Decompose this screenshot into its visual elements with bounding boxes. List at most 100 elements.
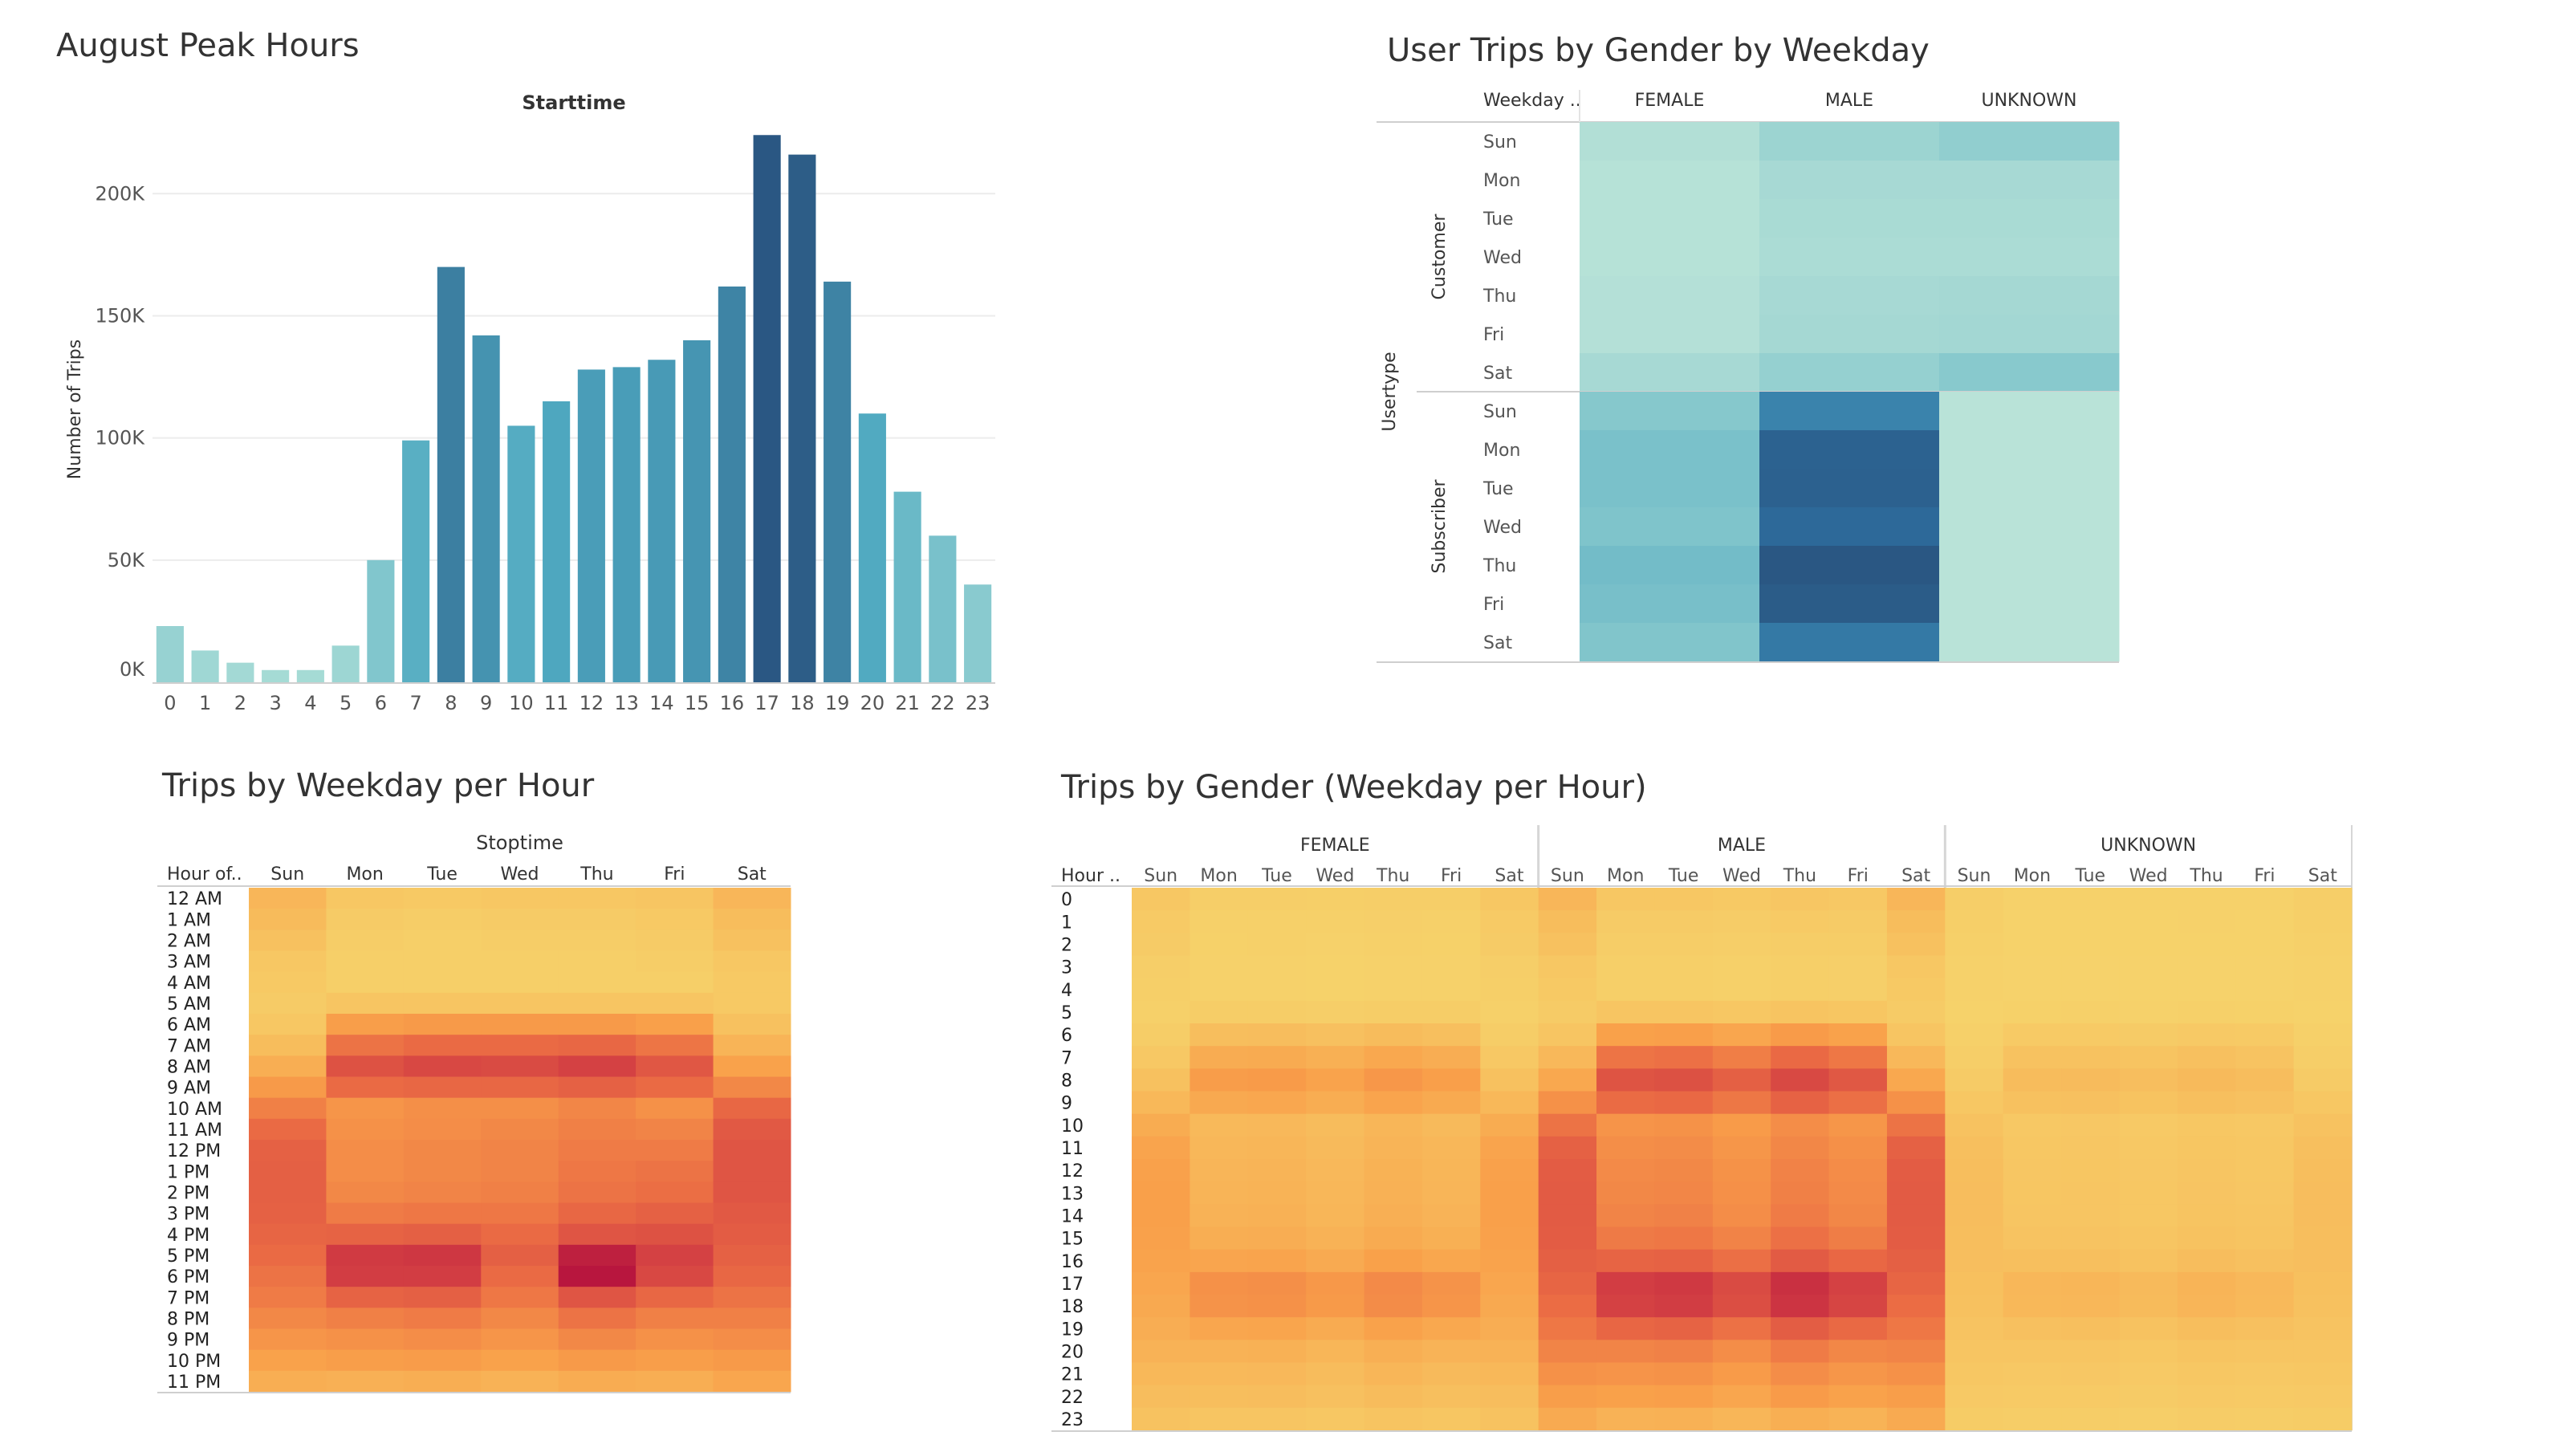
heatmap-cell [2003,1249,2062,1273]
row-label: Wed [1483,248,1522,268]
heatmap-cell [2003,1340,2062,1363]
heatmap-cell [1828,1204,1888,1227]
heatmap-cell [1654,1249,1714,1273]
day-header: Wed [2129,866,2168,886]
heatmap-cell [2061,933,2120,956]
heatmap-cell [2061,910,2120,933]
heatmap-cell [1580,430,1760,470]
heatmap-cell [2061,1181,2120,1205]
heatmap-cell [636,909,714,930]
heatmap-cell [1939,392,2120,431]
bar [367,559,395,682]
heatmap-cell [1247,1136,1307,1160]
heatmap-cell [1759,623,1940,662]
heatmap-cell [1771,1113,1830,1137]
heatmap-cell [1580,122,1760,161]
heatmap-cell [1247,1091,1307,1115]
heatmap-cell [2003,1226,2062,1251]
heatmap-cell [1945,1385,2004,1409]
heatmap-cell [2293,1181,2353,1205]
heatmap-cell [403,1287,482,1308]
row-label: 9 [1061,1094,1072,1114]
heatmap-cell [1771,955,1830,979]
heatmap-cell [2119,888,2178,911]
heatmap-cell [1132,1023,1190,1047]
heatmap-cell [1759,122,1940,161]
heatmap-cell [1364,1113,1423,1137]
heatmap-cell [1480,1226,1539,1251]
row-label: 21 [1061,1365,1084,1385]
heatmap-cell [1480,1385,1539,1409]
heatmap-cell [403,1118,482,1141]
heatmap-cell [1421,1362,1481,1386]
heatmap-cell [1132,1113,1190,1137]
heatmap-cell [2003,1000,2062,1024]
heatmap-cell [1306,1340,1365,1363]
heatmap-cell [1886,1046,1946,1069]
heatmap-cell [481,1349,559,1372]
heatmap-cell [636,1370,714,1393]
heatmap-cell [1580,392,1760,431]
heatmap-cell [1190,978,1249,1002]
group-header: UNKNOWN [2101,836,2196,856]
heatmap-cell [2235,1000,2295,1024]
heatmap-cell [2177,1295,2236,1318]
heatmap-cell [326,1349,405,1372]
heatmap-cell [1538,1407,1597,1431]
heatmap-cell [481,992,559,1015]
heatmap-cell [2235,955,2295,979]
heatmap-cell [1712,1136,1771,1160]
heatmap-cell [1538,1295,1597,1318]
heatmap-cell [1247,955,1307,979]
heatmap-cell [2235,1181,2295,1205]
heatmap-cell [1421,1385,1481,1409]
heatmap-cell [1364,1023,1423,1047]
heatmap-cell [2235,1023,2295,1047]
heatmap-cell [2235,1295,2295,1318]
heatmap-cell [1480,1204,1539,1227]
heatmap-cell [326,1223,405,1246]
weekday-hour-panel: Trips by Weekday per Hour Stoptime Hour o… [0,746,883,1456]
heatmap-cell [1886,1249,1946,1273]
heatmap-cell [2177,1091,2236,1115]
heatmap-cell [1364,933,1423,956]
heatmap-cell [1190,955,1249,979]
heatmap-cell [1190,1000,1249,1024]
heatmap-cell [1828,1181,1888,1205]
heatmap-cell [1771,1046,1830,1069]
heatmap-cell [2235,1204,2295,1227]
heatmap-cell [1580,276,1760,315]
row-group-label: Customer [1430,214,1450,300]
row-label: Thu [1482,287,1516,307]
heatmap-cell [249,1328,327,1351]
heatmap-cell [1306,910,1365,933]
heatmap-cell [558,1097,636,1120]
row-label: Sat [1483,633,1512,653]
heatmap-cell [1596,1340,1655,1363]
heatmap-cell [1306,1000,1365,1024]
heatmap-cell [2061,1271,2120,1295]
heatmap-cell [403,1266,482,1287]
row-label: 6 PM [167,1267,209,1287]
heatmap-cell [2293,933,2353,956]
heatmap-cell [636,1035,714,1056]
heatmap-cell [2061,1068,2120,1092]
x-tick-label: 0 [164,692,176,714]
heatmap-cell [1712,1271,1771,1295]
heatmap-cell [1132,1340,1190,1363]
heatmap-cell [1759,161,1940,200]
heatmap-cell [1190,1295,1249,1318]
gender-weekday-hour-panel: Trips by Gender (Weekday per Hour) Hour … [1043,746,2554,1456]
heatmap-cell [2003,1023,2062,1047]
heatmap-cell [2235,1226,2295,1251]
heatmap-cell [1654,1113,1714,1137]
heatmap-cell [2003,1091,2062,1115]
heatmap-cell [1771,1068,1830,1092]
heatmap-cell [1596,1295,1655,1318]
heatmap-cell [713,1035,791,1056]
row-label: 5 [1061,1003,1072,1023]
heatmap-cell [2061,1023,2120,1047]
column-header: MALE [1825,91,1873,111]
heatmap-cell [326,1140,405,1161]
heatmap-cell [1306,1181,1365,1205]
